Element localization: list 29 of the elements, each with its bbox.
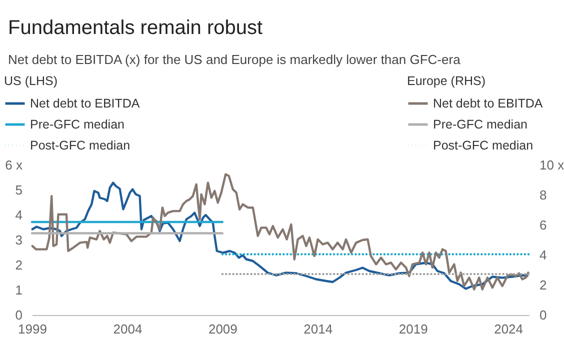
chart-subtitle: Net debt to EBITDA (x) for the US and Europe is markedly lower than GFC-era (8, 52, 462, 67)
y2-tick-label: 10 x (540, 158, 564, 172)
chart-title: Fundamentals remain robust (8, 17, 264, 39)
text: Europe (RHS) (407, 74, 486, 88)
x-tick-label: 2024 (494, 322, 524, 336)
y2-tick-label: 4 (540, 248, 547, 262)
y-tick-label: 3 (15, 232, 22, 248)
y2-tick-label: 6 (540, 218, 547, 232)
y-tick-label: 6 x (5, 158, 23, 172)
y-tick-label: 2 (15, 258, 22, 272)
text: US (LHS) (4, 74, 58, 88)
y-tick-label: 5 (15, 182, 22, 198)
x-tick-label: 1999 (18, 322, 47, 336)
x-tick-label: 2009 (208, 322, 238, 336)
legend-label: Pre-GFC median (30, 118, 125, 132)
y2-tick-label: 8 (540, 188, 547, 202)
y-tick-label: 0 (15, 308, 22, 322)
legend-label: Pre-GFC median (433, 118, 528, 132)
legend-label: Post-GFC median (30, 138, 130, 152)
y2-tick-label: 2 (540, 278, 547, 292)
y2-tick-label: 0 (540, 308, 547, 322)
legend-label: Net debt to EBITDA (433, 96, 544, 110)
y-tick-label: 1 (15, 282, 22, 298)
legend-label: Net debt to EBITDA (30, 96, 140, 110)
legend-label: Post-GFC median (433, 138, 534, 152)
x-tick-label: 2004 (113, 322, 142, 336)
x-tick-label: 2014 (304, 322, 333, 336)
y-tick-label: 4 (15, 208, 22, 222)
x-tick-label: 2019 (398, 322, 428, 336)
